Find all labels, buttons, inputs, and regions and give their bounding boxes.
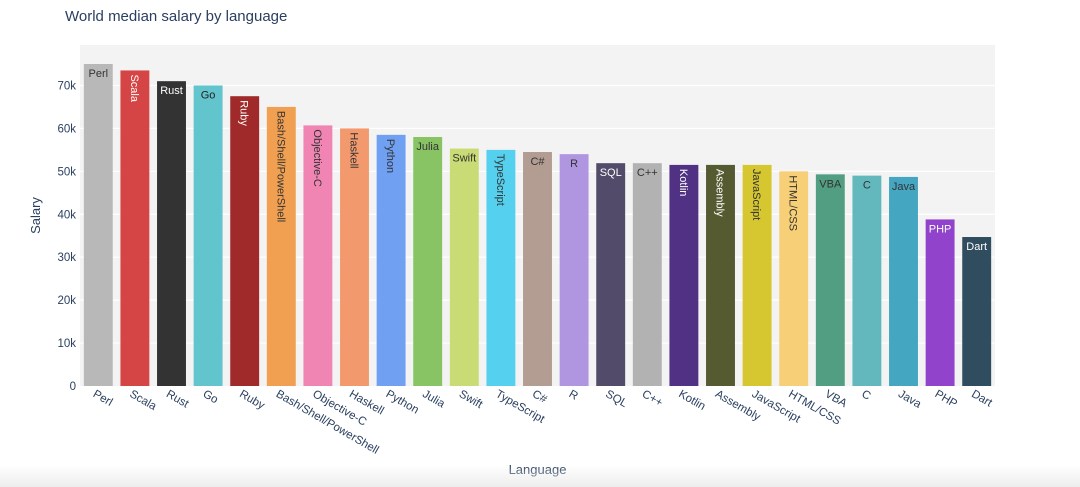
bar-value-label: Haskell xyxy=(348,132,360,168)
x-tick-label: C++ xyxy=(640,388,665,409)
y-tick-label: 40k xyxy=(57,209,76,221)
y-tick-label: 70k xyxy=(57,80,76,92)
y-axis-title: Salary xyxy=(28,197,43,234)
bar-value-label: Perl xyxy=(89,68,109,80)
x-tick-label: Swift xyxy=(457,388,485,411)
x-tick-label: R xyxy=(567,388,580,403)
bar xyxy=(193,85,223,386)
y-tick-label: 0 xyxy=(70,381,76,393)
bar-value-label: Rust xyxy=(160,85,183,97)
bar-value-label: Python xyxy=(384,139,396,173)
y-tick-label: 10k xyxy=(57,338,76,350)
bar-value-label: SQL xyxy=(600,167,622,179)
bar xyxy=(376,134,406,386)
bar-value-label: Ruby xyxy=(238,100,250,126)
bar-value-label: HTML/CSS xyxy=(787,175,799,231)
x-tick-label: Java xyxy=(896,388,924,411)
x-tick-label: Dart xyxy=(969,388,995,410)
bar xyxy=(523,152,552,386)
x-tick-label: Ruby xyxy=(237,388,266,412)
bar-value-label: Kotlin xyxy=(677,169,689,197)
bar xyxy=(596,163,626,386)
bar-value-label: Java xyxy=(892,181,916,193)
bar xyxy=(559,154,589,386)
bar-value-label: C xyxy=(863,180,871,192)
x-tick-label: Kotlin xyxy=(676,388,707,413)
x-tick-label: VBA xyxy=(823,388,849,410)
bar-value-label: Objective-C xyxy=(311,129,323,187)
x-tick-label: PHP xyxy=(933,388,960,410)
bar-value-label: C# xyxy=(530,156,545,168)
y-tick-label: 50k xyxy=(57,166,76,178)
x-tick-label: SQL xyxy=(603,388,629,410)
bar-value-label: Scala xyxy=(128,74,140,102)
x-tick-label: Scala xyxy=(127,388,158,413)
bar xyxy=(889,176,918,386)
bar xyxy=(669,164,699,386)
bar-value-label: Bash/Shell/PowerShell xyxy=(274,111,286,222)
bar-value-label: Swift xyxy=(452,153,476,165)
bar xyxy=(815,174,845,386)
x-tick-label: Go xyxy=(201,388,220,406)
bar xyxy=(779,171,809,386)
bar-value-label: PHP xyxy=(929,223,952,235)
bar xyxy=(83,64,113,386)
x-tick-label: Perl xyxy=(91,388,115,409)
bar-value-label: Dart xyxy=(966,241,987,253)
bar-value-label: Go xyxy=(201,89,216,101)
bar xyxy=(962,237,992,386)
x-tick-label: Rust xyxy=(164,388,191,411)
x-tick-label: C# xyxy=(530,388,549,406)
bar xyxy=(340,128,369,386)
bar xyxy=(157,81,186,386)
x-tick-label: C xyxy=(859,388,872,403)
bar xyxy=(486,149,516,386)
y-tick-label: 60k xyxy=(57,123,76,135)
bar-value-label: Assembly xyxy=(714,169,726,217)
x-tick-label: Python xyxy=(384,388,421,416)
bar xyxy=(120,70,150,386)
bar xyxy=(413,136,443,386)
bar-value-label: JavaScript xyxy=(750,169,762,220)
chart-title: World median salary by language xyxy=(65,8,288,25)
bar-value-label: VBA xyxy=(819,178,842,190)
bar xyxy=(706,164,735,386)
bar-value-label: C++ xyxy=(637,167,658,179)
bar xyxy=(852,175,882,386)
bar xyxy=(632,163,662,386)
bar xyxy=(742,164,772,386)
bar xyxy=(449,148,479,386)
bar-value-label: R xyxy=(570,158,578,170)
bottom-edge-shadow xyxy=(0,465,1080,487)
bar xyxy=(230,96,260,386)
y-tick-label: 30k xyxy=(57,252,76,264)
x-tick-label: Julia xyxy=(420,388,447,411)
bar xyxy=(925,219,955,386)
bar xyxy=(303,125,333,387)
bar-value-label: TypeScript xyxy=(494,154,506,206)
y-tick-label: 20k xyxy=(57,295,76,307)
bar xyxy=(266,106,296,386)
bar-value-label: Julia xyxy=(416,141,440,153)
